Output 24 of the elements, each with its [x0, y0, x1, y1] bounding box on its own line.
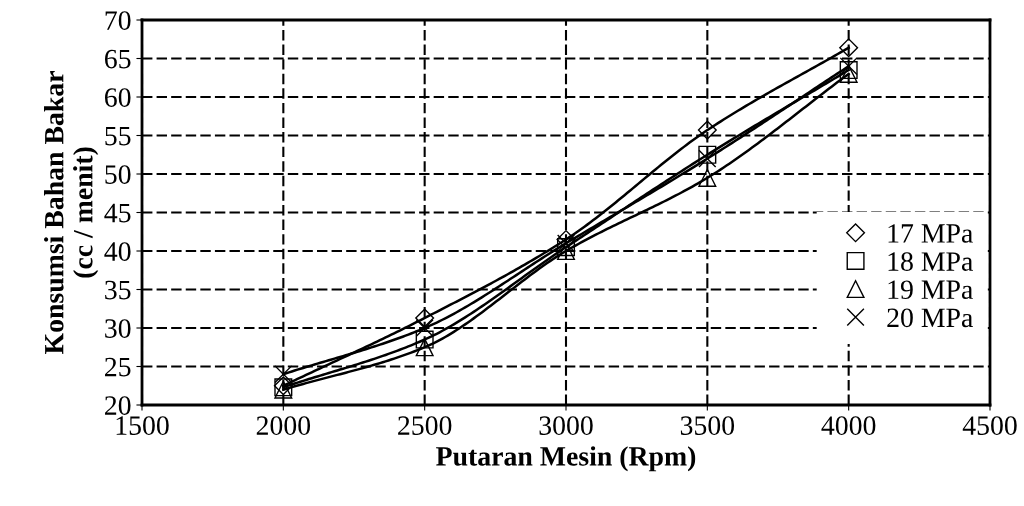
y-tick-label: 50 [105, 165, 131, 184]
y-tick-label: 30 [105, 319, 131, 338]
legend-label: 18 MPa [888, 252, 973, 271]
x-tick-label: 2000 [256, 416, 311, 435]
legend-label: 20 MPa [887, 308, 973, 328]
y-tick-label: 40 [104, 242, 131, 261]
x-tick-label: 3500 [680, 416, 735, 435]
y-tick-label: 65 [105, 49, 131, 69]
y-tick-label: 25 [105, 357, 131, 377]
x-tick-label: 4000 [821, 416, 876, 435]
x-axis-title: Putaran Mesin (Rpm) [436, 446, 696, 472]
x-tick-label: 1500 [116, 416, 169, 435]
x-tick-label: 3000 [539, 416, 593, 435]
x-tick-label: 2500 [398, 416, 452, 435]
y-tick-label: 35 [105, 280, 131, 300]
legend-label: 19 MPa [888, 280, 973, 300]
y-tick-label: 45 [104, 203, 131, 223]
y-tick-label: 55 [105, 126, 131, 146]
legend-label: 17 MPa [888, 224, 973, 243]
y-tick-label: 70 [105, 11, 131, 30]
x-tick-label: 4500 [962, 416, 1017, 435]
y-tick-label: 60 [105, 88, 131, 107]
y-axis-title: Konsumsi Bahan Bakar (cc / menit) [44, 71, 99, 355]
y-tick-label: 20 [105, 396, 131, 415]
